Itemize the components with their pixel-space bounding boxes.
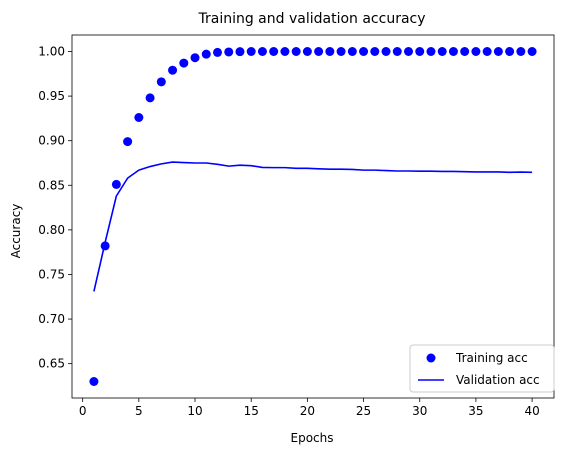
x-tick-label: 20 bbox=[300, 404, 315, 418]
x-axis: 0 5 10 15 20 25 30 35 40 bbox=[79, 398, 540, 418]
training-acc-point bbox=[415, 47, 425, 56]
training-acc-point bbox=[392, 47, 402, 56]
training-acc-point bbox=[370, 47, 380, 56]
legend: Training acc Validation acc bbox=[409, 344, 555, 393]
x-tick-label: 25 bbox=[356, 404, 371, 418]
x-tick-label: 30 bbox=[412, 404, 427, 418]
y-axis-label: Accuracy bbox=[9, 204, 23, 259]
x-axis-label: Epochs bbox=[291, 431, 334, 445]
training-acc-point bbox=[505, 47, 515, 56]
legend-training-label: Training acc bbox=[455, 351, 528, 365]
y-tick-label: 0.65 bbox=[38, 357, 65, 371]
training-acc-point bbox=[134, 113, 144, 122]
y-axis: 0.65 0.70 0.75 0.80 0.85 0.90 0.95 1.00 bbox=[38, 45, 72, 371]
training-acc-point bbox=[190, 53, 200, 63]
x-tick-label: 35 bbox=[468, 404, 483, 418]
x-tick-label: 15 bbox=[244, 404, 259, 418]
training-acc-point bbox=[111, 179, 121, 189]
training-acc-point bbox=[347, 47, 357, 56]
y-tick-label: 0.95 bbox=[38, 89, 65, 103]
training-acc-point bbox=[426, 47, 436, 56]
training-acc-point bbox=[246, 47, 256, 56]
training-acc-point bbox=[123, 137, 133, 147]
training-acc-point bbox=[404, 47, 414, 56]
training-acc-point bbox=[145, 93, 155, 103]
training-acc-point bbox=[527, 47, 537, 56]
training-acc-point bbox=[179, 58, 189, 68]
legend-frame bbox=[409, 344, 555, 393]
y-tick-label: 0.80 bbox=[38, 223, 65, 237]
training-acc-point bbox=[168, 65, 178, 75]
training-acc-point bbox=[336, 47, 346, 56]
training-acc-point bbox=[201, 49, 211, 59]
training-acc-point bbox=[156, 77, 166, 87]
training-acc-point bbox=[493, 47, 503, 56]
training-acc-point bbox=[257, 47, 267, 56]
training-acc-point bbox=[235, 47, 245, 57]
legend-validation-label: Validation acc bbox=[456, 373, 540, 387]
training-acc-point bbox=[437, 47, 447, 56]
training-acc-point bbox=[224, 47, 234, 57]
y-tick-label: 0.90 bbox=[38, 134, 65, 148]
training-acc-point bbox=[516, 47, 526, 56]
training-acc-point bbox=[325, 47, 335, 56]
plot-area bbox=[71, 34, 555, 399]
training-acc-point bbox=[359, 47, 369, 56]
x-tick-label: 10 bbox=[187, 404, 202, 418]
training-acc-point bbox=[482, 47, 492, 56]
x-tick-label: 5 bbox=[135, 404, 143, 418]
training-acc-point bbox=[460, 47, 470, 56]
training-acc-point bbox=[269, 47, 279, 56]
training-acc-point bbox=[302, 47, 312, 56]
chart-title: Training and validation accuracy bbox=[197, 11, 425, 27]
y-tick-label: 0.70 bbox=[38, 312, 65, 326]
training-acc-point bbox=[280, 47, 290, 56]
training-acc-point bbox=[89, 377, 99, 386]
x-tick-label: 40 bbox=[524, 404, 539, 418]
y-tick-label: 0.85 bbox=[38, 178, 65, 192]
training-acc-point bbox=[291, 47, 301, 56]
validation-acc-line bbox=[93, 161, 533, 292]
legend-training-marker bbox=[426, 353, 436, 363]
training-acc-point bbox=[471, 47, 481, 56]
axes-frame bbox=[71, 34, 555, 399]
y-tick-label: 1.00 bbox=[38, 45, 65, 59]
y-tick-label: 0.75 bbox=[38, 267, 65, 281]
training-acc-point bbox=[212, 47, 222, 57]
training-acc-point bbox=[381, 47, 391, 56]
training-acc-point bbox=[100, 241, 110, 251]
training-acc-point bbox=[314, 47, 324, 56]
x-tick-label: 0 bbox=[79, 404, 87, 418]
training-acc-point bbox=[448, 47, 458, 56]
